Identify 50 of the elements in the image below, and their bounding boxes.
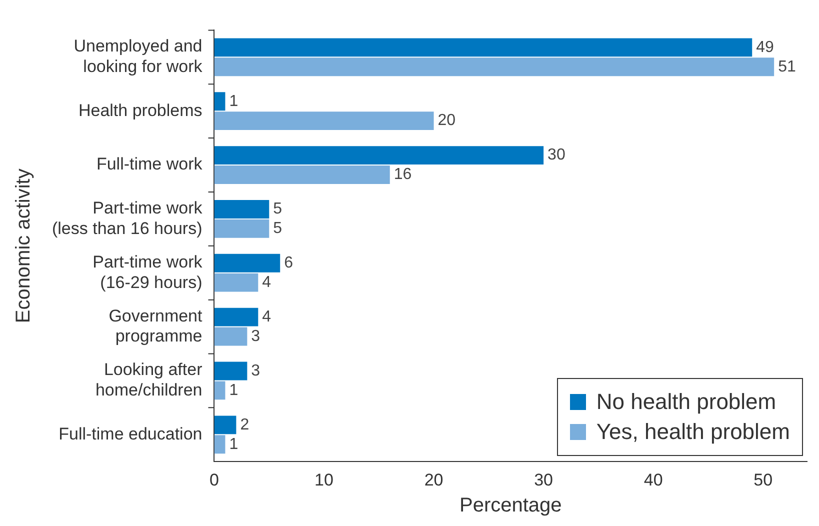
bar <box>214 112 434 130</box>
data-label: 3 <box>251 362 260 380</box>
x-tick-label: 20 <box>424 470 444 490</box>
bar <box>214 308 258 326</box>
x-axis-title: Percentage <box>459 494 562 517</box>
bar <box>214 219 270 238</box>
data-label: 49 <box>756 38 774 56</box>
x-tick-label: 40 <box>644 470 663 490</box>
legend-label: No health problem <box>596 389 776 415</box>
y-tick-label: Part-time work (16-29 hours) <box>92 252 203 292</box>
bar <box>214 327 248 346</box>
bar <box>214 381 226 400</box>
data-label: 1 <box>229 436 238 453</box>
bar <box>214 254 280 272</box>
bar <box>214 58 774 76</box>
data-label: 16 <box>394 166 412 184</box>
y-tick-label: Full-time education <box>58 424 202 444</box>
data-label: 1 <box>229 92 238 110</box>
x-tick-label: 30 <box>534 470 554 490</box>
bar <box>214 38 752 57</box>
legend-label: Yes, health problem <box>596 419 790 445</box>
data-label: 20 <box>438 112 456 130</box>
bar <box>214 362 248 380</box>
bar <box>214 200 270 218</box>
y-axis-title: Economic activity <box>12 168 35 324</box>
bar <box>214 435 226 454</box>
bar <box>214 146 544 165</box>
bar <box>214 166 390 184</box>
data-label: 6 <box>284 254 294 272</box>
data-label: 5 <box>273 220 282 238</box>
bar <box>214 273 258 292</box>
y-tick-label: Part-time work (less than 16 hours) <box>52 198 203 238</box>
data-label: 2 <box>240 416 250 434</box>
data-label: 30 <box>548 146 566 164</box>
y-tick-label: Looking after home/children <box>95 360 203 400</box>
x-tick-label: 50 <box>754 470 773 490</box>
data-label: 5 <box>273 200 282 218</box>
data-label: 4 <box>262 308 272 326</box>
y-tick-label: Full-time work <box>96 154 203 174</box>
y-tick-label: Health problems <box>78 100 202 120</box>
y-tick-label: Government programme <box>108 306 203 346</box>
data-label: 51 <box>778 58 796 76</box>
bar <box>214 92 226 111</box>
data-label: 1 <box>229 382 238 399</box>
data-label: 4 <box>262 274 272 291</box>
bar <box>214 416 236 434</box>
y-tick-label: Unemployed and looking for work <box>74 36 203 76</box>
x-tick-label: 10 <box>314 470 334 490</box>
x-tick-label: 0 <box>210 470 219 490</box>
data-label: 3 <box>251 328 260 345</box>
